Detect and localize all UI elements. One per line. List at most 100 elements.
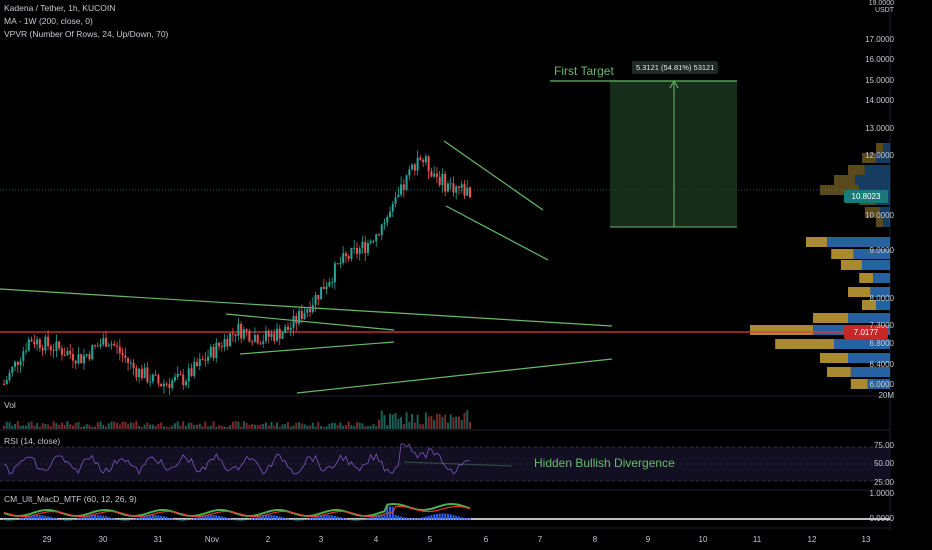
divergence-label[interactable]: Hidden Bullish Divergence [534, 456, 675, 470]
volume-bar [184, 426, 187, 429]
macd-hist-bar [433, 514, 436, 520]
candle-body [151, 374, 154, 382]
first-target-label[interactable]: First Target [554, 64, 614, 78]
macd-hist-bar [386, 506, 389, 520]
macd-hist-bar [380, 515, 383, 520]
macd-hist-bar [218, 515, 221, 520]
macd-hist-bar [446, 513, 449, 520]
candle-body [270, 333, 273, 337]
volume-bar [27, 422, 30, 429]
macd-hist-bar [375, 515, 378, 520]
volume-bar [413, 422, 416, 429]
macd-hist-bar [311, 517, 314, 520]
volume-bar [320, 425, 323, 429]
candle-body [413, 164, 416, 171]
candle-body [355, 247, 358, 254]
candle-body [347, 256, 350, 259]
macd-hist-bar [314, 516, 317, 520]
macd-hist-bar [33, 515, 36, 520]
volume-bar [190, 422, 193, 429]
volume-bar [138, 425, 141, 429]
candle-body [331, 282, 334, 284]
legend-symbol[interactable]: Kadena / Tether, 1h, KUCOIN [4, 3, 116, 13]
volume-bar [171, 425, 174, 429]
trendlines[interactable] [0, 140, 890, 467]
volume-bar [275, 422, 278, 429]
trendline [445, 205, 549, 261]
candle-body [187, 368, 190, 382]
price-tick-label: 15.0000 [865, 76, 894, 85]
macd-hist-bar [306, 518, 309, 520]
candle-body [242, 329, 245, 339]
price-tick-label: 6.0000 [869, 380, 894, 389]
macd-hist-bar [355, 519, 358, 521]
macd-hist-bar [55, 518, 58, 520]
candle-body [234, 333, 237, 336]
volume-bar [25, 425, 28, 429]
candle-body [118, 346, 121, 354]
macd-hist-bar [176, 519, 179, 521]
candle-body [463, 184, 466, 196]
macd-hist-bar [466, 518, 469, 520]
candle-body [212, 346, 215, 359]
volume-bar [207, 426, 210, 429]
volume-bar [198, 423, 201, 429]
trendline [296, 358, 613, 394]
macd-hist-bar [151, 514, 154, 520]
macd-pane-label[interactable]: CM_Ult_MacD_MTF (60, 12, 26, 9) [4, 494, 137, 504]
volume-bar [182, 421, 185, 429]
candle-body [121, 353, 124, 356]
volume-bar [259, 424, 262, 429]
price-tick-label: 7.3000 [869, 321, 894, 330]
rsi-line [3, 443, 471, 475]
candle-body [333, 263, 336, 283]
candle-body [3, 383, 5, 385]
candle-body [71, 354, 74, 361]
macd-hist-bar [66, 519, 69, 521]
candle-body [179, 373, 182, 375]
volume-bar [353, 425, 356, 429]
candle-body [411, 164, 414, 170]
legend-ma[interactable]: MA - 1W (200, close, 0) [4, 16, 93, 26]
price-tick-label: 16.0000 [865, 55, 894, 64]
currency-label[interactable]: USDT [874, 7, 894, 14]
volume-bar [253, 424, 256, 429]
macd-hist-bar [457, 516, 460, 520]
volume-bar [36, 423, 39, 429]
volume-bar [154, 426, 157, 429]
candle-body [259, 343, 262, 345]
candle-body [446, 183, 449, 192]
candle-body [287, 326, 290, 331]
volume-bar [118, 424, 121, 429]
time-tick-label: 10 [698, 535, 708, 544]
macd-hist-bar [251, 518, 254, 520]
volume-bar [358, 422, 361, 429]
volume-bar [427, 416, 430, 429]
macd-hist-bar [38, 514, 41, 520]
volume-bar [187, 422, 190, 429]
volume-bar [355, 422, 358, 429]
volume-bar [14, 424, 17, 429]
candle-body [16, 361, 19, 365]
vpvr-row-down [848, 165, 865, 175]
candle-body [452, 183, 455, 193]
candle-body [226, 339, 229, 347]
candle-body [311, 304, 314, 313]
macd-hist-bar [140, 516, 143, 520]
volume-bar [22, 425, 25, 429]
candle-body [389, 211, 392, 217]
volume-bar [176, 421, 179, 429]
macd-hist-bar [132, 518, 135, 520]
volume-bar [389, 413, 392, 429]
macd-signal-line [3, 505, 471, 518]
volume-bar [223, 426, 226, 429]
candle-body [397, 194, 400, 198]
rsi-pane-label[interactable]: RSI (14, close) [4, 436, 61, 446]
volume-bar [52, 421, 55, 429]
candle-body [372, 241, 375, 243]
volume-bar [38, 426, 41, 429]
macd-hist-bar [212, 515, 215, 520]
target-zone[interactable] [550, 79, 737, 228]
legend-vpvr[interactable]: VPVR (Number Of Rows, 24, Up/Down, 70) [4, 29, 169, 39]
